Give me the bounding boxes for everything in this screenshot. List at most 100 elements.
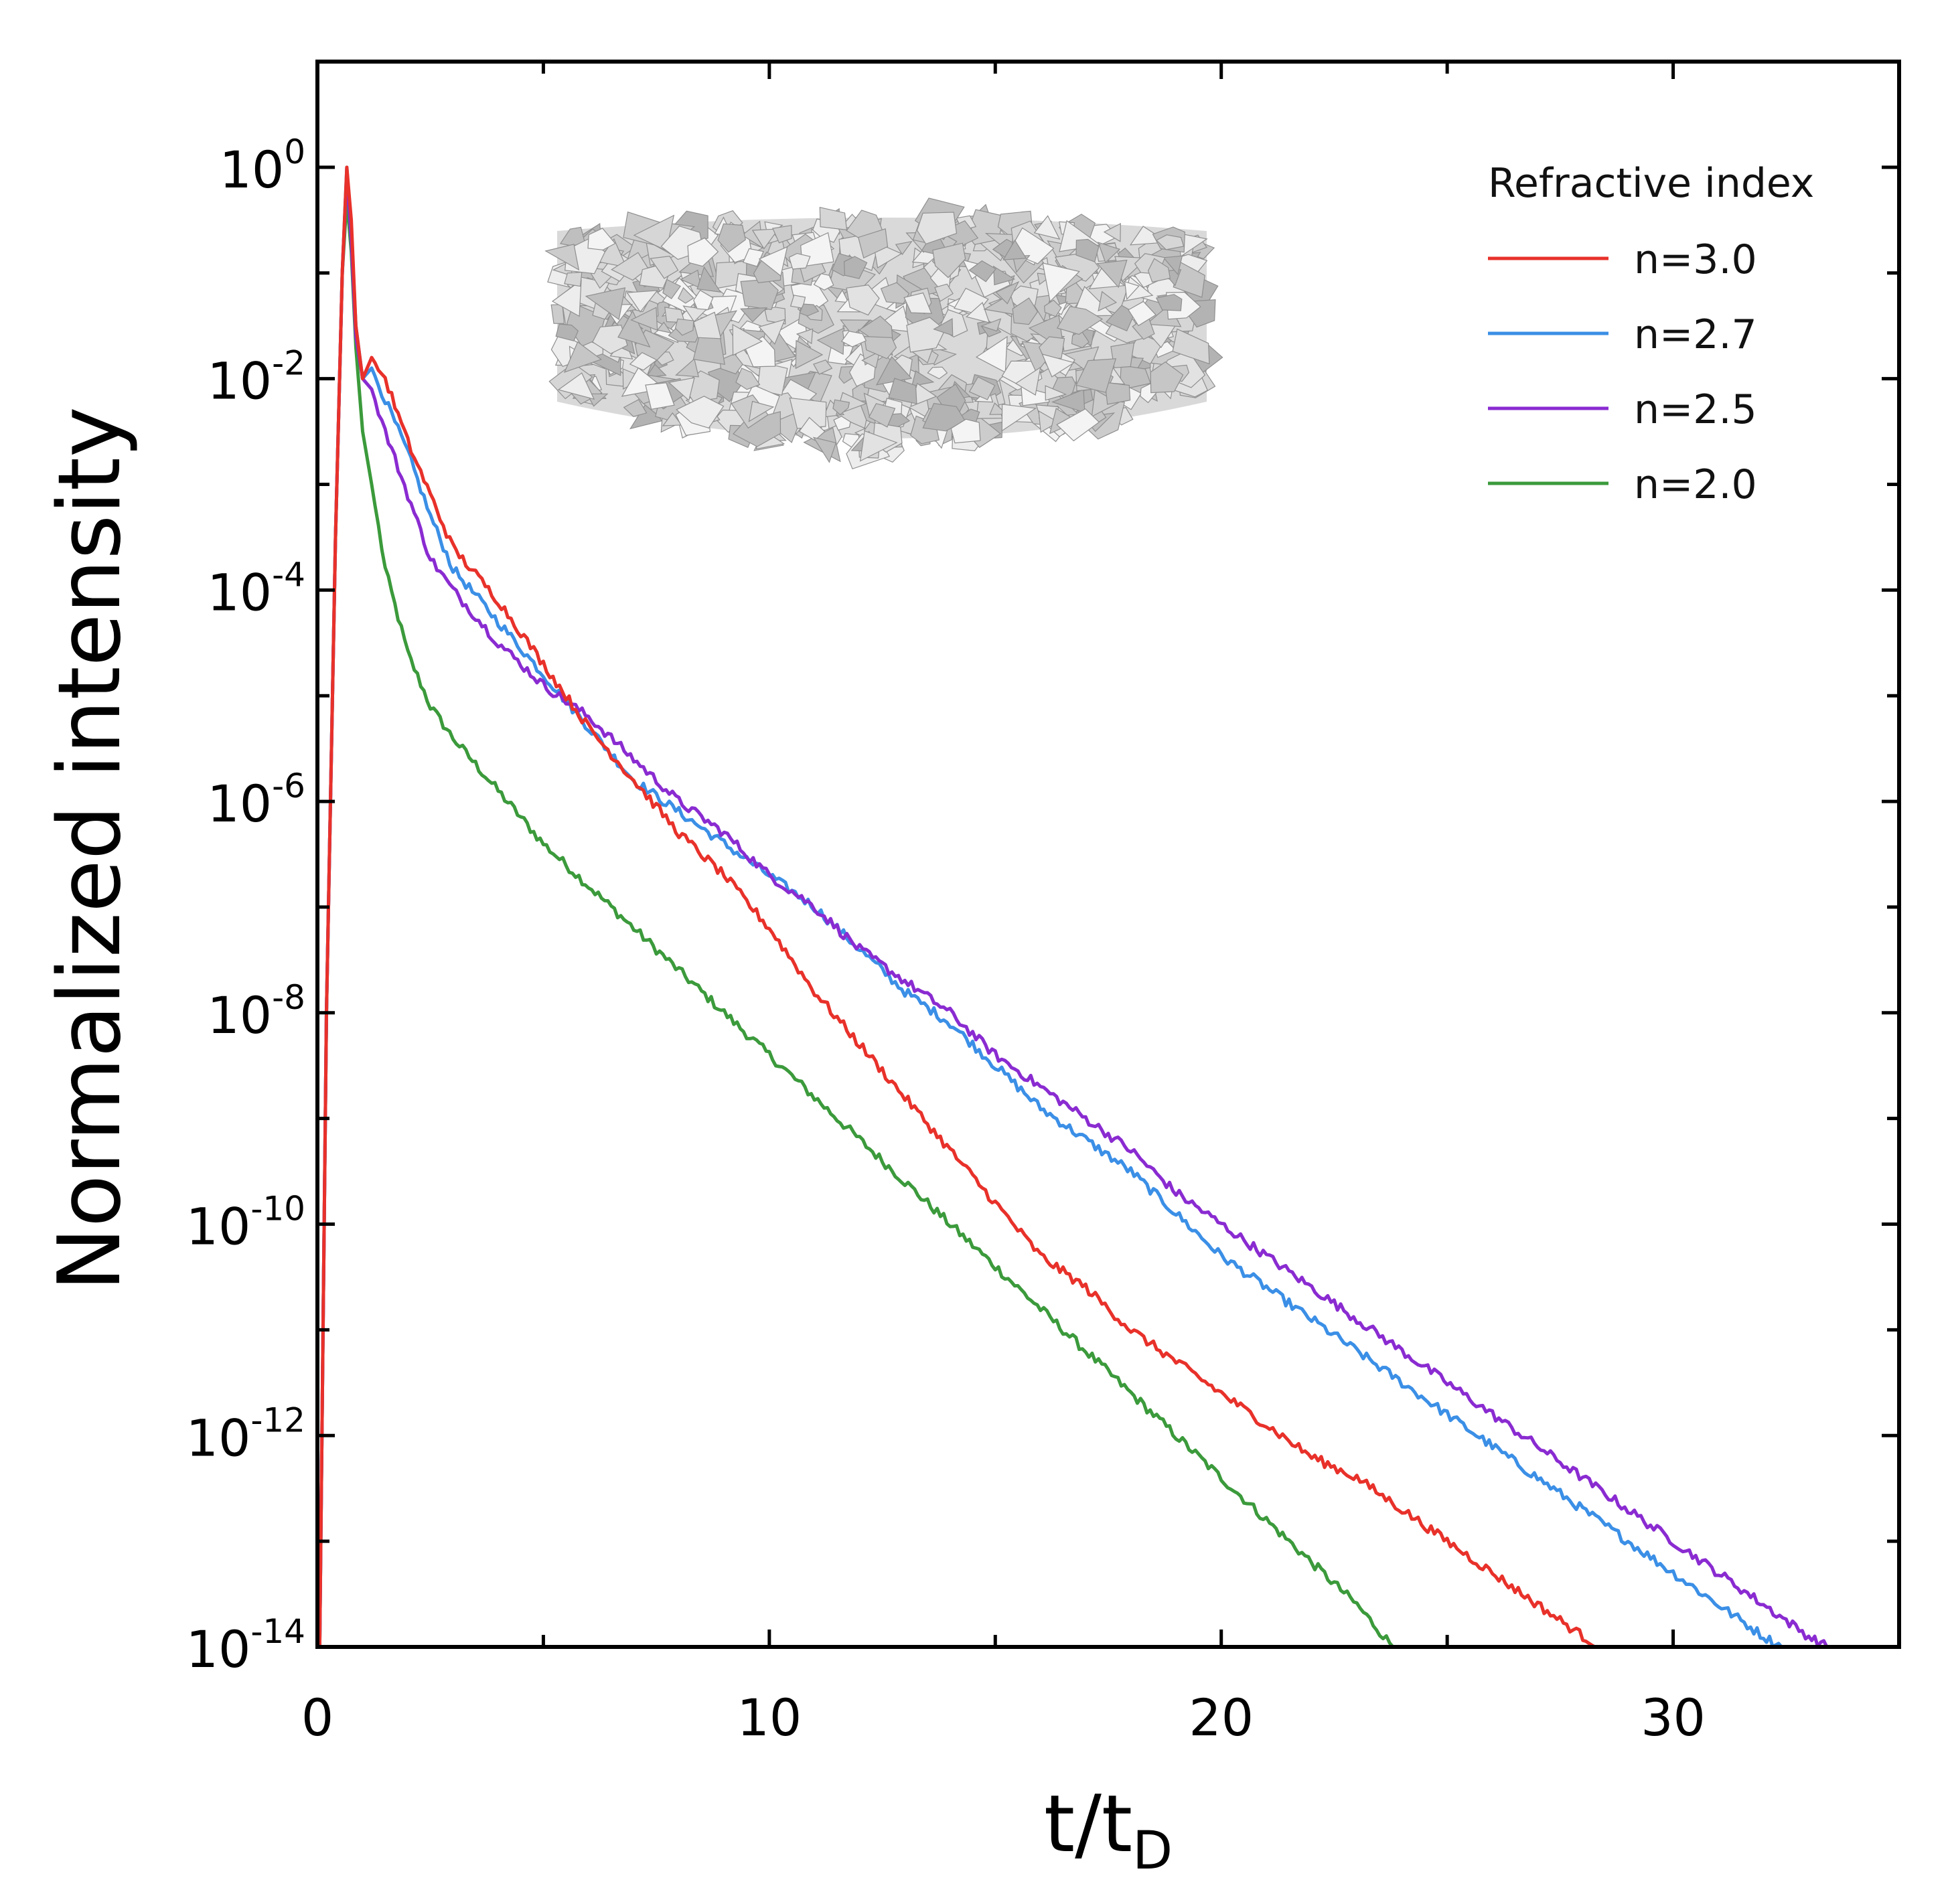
inset-facet (1044, 299, 1062, 317)
inset-facet (1056, 306, 1104, 335)
inset-slab-image (544, 197, 1223, 470)
inset-facet (623, 399, 648, 417)
y-tick-label: 10-4 (207, 555, 305, 622)
inset-facet (668, 377, 695, 402)
inset-facet (933, 317, 954, 336)
y-tick-base: 10 (186, 1408, 251, 1467)
inset-facet (680, 269, 702, 289)
inset-facet (895, 240, 913, 256)
inset-facet (687, 237, 719, 267)
inset-facet (585, 287, 626, 321)
inset-facet (617, 310, 651, 348)
inset-facet (544, 244, 580, 271)
inset-facet (813, 359, 833, 375)
inset-facet (1103, 223, 1121, 242)
tick-layer (315, 60, 1901, 1649)
inset-facet (676, 396, 725, 429)
inset-facet (903, 292, 933, 314)
inset-facet (656, 321, 672, 334)
inset-facet (1038, 410, 1059, 433)
y-tick-exponent: 0 (284, 133, 305, 171)
legend: Refractive index n=3.0 n=2.7 n=2.5 n=2.0 (1488, 160, 1814, 508)
y-tick-exponent: -10 (250, 1190, 305, 1228)
inset-facet (739, 307, 768, 323)
inset-facet (662, 412, 682, 426)
y-tick-exponent: -14 (250, 1612, 305, 1651)
inset-facet (812, 437, 837, 463)
inset-facet (1033, 215, 1061, 240)
x-tick-label: 10 (737, 1688, 802, 1747)
inset-facet (980, 318, 1002, 332)
inset-facet (742, 248, 764, 267)
inset-facet (1104, 382, 1131, 405)
inset-facet (1155, 234, 1185, 250)
inset-facet (798, 416, 826, 441)
inset-facet (1128, 301, 1157, 327)
y-tick-exponent: -6 (272, 767, 305, 805)
inset-facet (863, 335, 897, 360)
series-layer (317, 165, 1829, 1647)
inset-facet (633, 214, 675, 252)
y-tick-label: 10-6 (207, 767, 305, 834)
inset-facet (788, 252, 811, 270)
inset-facet (1012, 297, 1039, 325)
inset-facet (1051, 388, 1085, 414)
inset-facet (630, 307, 658, 331)
inset-facet (650, 256, 679, 279)
inset-facet (1075, 238, 1100, 262)
inset-facet (682, 305, 708, 323)
inset-facet (833, 416, 851, 431)
inset-facet (1124, 281, 1140, 301)
inset-facet (993, 265, 1016, 286)
y-tick-base: 10 (186, 1197, 251, 1257)
inset-facet (840, 331, 867, 347)
inset-facet (564, 272, 583, 287)
inset-facet (1150, 361, 1184, 394)
inset-facet (563, 341, 602, 374)
inset-facet (645, 382, 675, 410)
inset-facet (795, 339, 824, 370)
inset-facet (968, 260, 996, 283)
inset-facet (799, 303, 820, 317)
y-tick-label: 10-10 (186, 1190, 305, 1257)
inset-facet (693, 289, 714, 311)
legend-title: Refractive index (1488, 160, 1814, 207)
y-tick-base: 10 (207, 351, 272, 411)
legend-label: n=2.5 (1634, 386, 1757, 433)
inset-facet (1015, 366, 1041, 396)
inset-facet (1042, 262, 1080, 303)
y-tick-label: 10-12 (186, 1401, 305, 1467)
inset-facet (1002, 239, 1027, 260)
inset-facet (861, 350, 881, 369)
y-tick-exponent: -4 (272, 555, 305, 594)
x-tick-label: 0 (301, 1688, 333, 1747)
inset-facet (758, 319, 786, 345)
inset-facet (857, 228, 889, 259)
series-line-n-2-0 (317, 197, 1395, 1647)
inset-facet (1075, 358, 1117, 393)
legend-label: n=2.0 (1634, 461, 1757, 508)
inset-facet (1056, 408, 1100, 442)
series-line-n-2-5 (317, 171, 1829, 1647)
y-axis-title: Normalized intensity (40, 406, 140, 1291)
inset-facet (733, 411, 781, 447)
y-tick-base: 10 (220, 140, 285, 200)
inset-facet (888, 378, 917, 404)
legend-label: n=3.0 (1634, 236, 1757, 283)
inset-facet (664, 307, 686, 323)
y-tick-exponent: -8 (272, 978, 305, 1017)
x-tick-label: 30 (1641, 1688, 1706, 1747)
y-tick-label: 10-14 (186, 1612, 305, 1679)
inset-facet (906, 317, 946, 353)
inset-facet (772, 225, 792, 244)
inset-facet (968, 376, 996, 400)
plot-frame (315, 60, 1901, 1649)
inset-facet (592, 324, 628, 354)
inset-facet (735, 368, 761, 390)
y-tick-base: 10 (186, 1619, 251, 1679)
inset-facet (975, 335, 1008, 374)
inset-facet (790, 295, 806, 309)
x-axis-title-main: t/t (1044, 1777, 1132, 1870)
inset-facet (796, 328, 814, 345)
inset-facet (675, 358, 699, 378)
